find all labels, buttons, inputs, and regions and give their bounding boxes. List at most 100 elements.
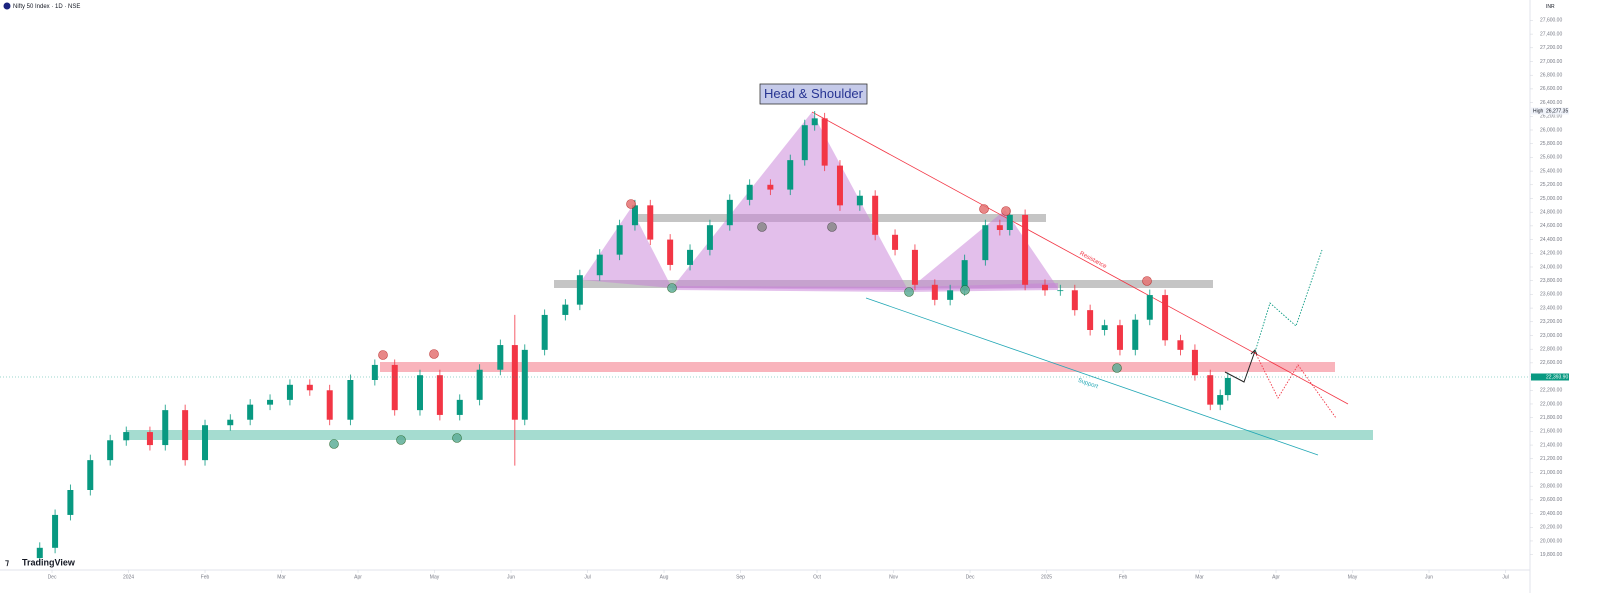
y-tick-label: 24,200.00 <box>1540 251 1562 257</box>
pattern-box <box>759 83 868 105</box>
bottom-markers <box>329 283 1122 449</box>
y-tick-label: 27,200.00 <box>1540 45 1562 51</box>
candle-body <box>1101 325 1108 330</box>
y-tick-label: 24,800.00 <box>1540 210 1562 216</box>
candle-body <box>647 205 654 240</box>
candle-body <box>146 432 153 446</box>
y-tick-label: 27,400.00 <box>1540 31 1562 37</box>
candle-body <box>107 440 114 461</box>
y-tick-label: 20,200.00 <box>1540 525 1562 531</box>
y-tick-label: 24,600.00 <box>1540 223 1562 229</box>
y-tick-label: 26,400.00 <box>1540 100 1562 106</box>
x-tick-label: Jun <box>507 574 515 580</box>
candle-body <box>36 547 43 559</box>
mid-markers <box>757 222 837 232</box>
candle-body <box>541 314 548 350</box>
candle-body <box>1057 290 1064 292</box>
symbol-icon <box>3 2 11 10</box>
high-price: 26,277.35 <box>1546 108 1568 114</box>
resistance-zone <box>380 362 1335 372</box>
candle-body <box>801 125 808 161</box>
high-label: High <box>1533 108 1544 114</box>
x-tick-label: Feb <box>1119 574 1128 580</box>
candle-body <box>371 364 378 380</box>
y-tick-label: 21,400.00 <box>1540 442 1562 448</box>
candle-body <box>52 514 59 548</box>
y-tick-label: 23,400.00 <box>1540 305 1562 311</box>
candle-body <box>836 165 843 206</box>
candle-body <box>1207 375 1214 405</box>
x-tick-label: Apr <box>354 574 362 580</box>
brand-logo: ⁊ <box>5 558 9 567</box>
candle-body <box>123 432 130 441</box>
y-tick-label: 25,600.00 <box>1540 155 1562 161</box>
candle-body <box>511 345 518 420</box>
candle-body <box>227 419 234 426</box>
candle-body <box>202 425 209 461</box>
y-tick-label: 21,000.00 <box>1540 470 1562 476</box>
symbol-title[interactable]: Nifty 50 Index · 1D · NSE <box>13 4 80 10</box>
x-tick-label: Jul <box>1502 574 1508 580</box>
candle-body <box>521 349 528 420</box>
x-tick-label: Jul <box>584 574 590 580</box>
y-tick-label: 25,200.00 <box>1540 182 1562 188</box>
candle-body <box>347 380 354 420</box>
x-tick-label: May <box>430 574 440 580</box>
brand[interactable]: TradingView <box>22 557 76 567</box>
y-tick-label: 23,600.00 <box>1540 292 1562 298</box>
candle-body <box>667 239 674 265</box>
candle-body <box>996 225 1003 230</box>
y-tick-label: 21,200.00 <box>1540 456 1562 462</box>
y-tick-label: 22,800.00 <box>1540 347 1562 353</box>
y-tick-label: 26,200.00 <box>1540 114 1562 120</box>
candle-body <box>821 118 828 166</box>
candle-body <box>892 234 899 250</box>
resistance-label: Resistance <box>1078 251 1108 271</box>
candle-body <box>631 205 638 226</box>
y-tick-label: 22,000.00 <box>1540 401 1562 407</box>
candle-body <box>746 184 753 200</box>
last-price-tag <box>1531 373 1569 381</box>
bull-projection <box>1254 249 1323 353</box>
y-tick-label: 23,200.00 <box>1540 319 1562 325</box>
y-tick-label: 23,800.00 <box>1540 278 1562 284</box>
candle-body <box>872 195 879 235</box>
currency[interactable]: INR <box>1546 4 1555 10</box>
candle-body <box>562 304 569 315</box>
x-tick-label: Feb <box>201 574 210 580</box>
y-tick-label: 19,800.00 <box>1540 552 1562 558</box>
candle-body <box>1041 284 1048 291</box>
left-shoulder <box>582 208 672 288</box>
candle-body <box>416 375 423 411</box>
candle-body <box>1132 319 1139 350</box>
y-tick-label: 27,000.00 <box>1540 59 1562 65</box>
candle-body <box>1217 395 1224 405</box>
candle-body <box>476 369 483 400</box>
head <box>672 112 908 290</box>
candle-body <box>267 399 274 405</box>
x-tick-label: 2024 <box>123 574 134 580</box>
candle-body <box>306 384 313 391</box>
candle-body <box>911 249 918 285</box>
candle-body <box>767 184 774 190</box>
pattern-label: Head & Shoulder <box>764 86 864 101</box>
x-tick-label: Nov <box>889 574 898 580</box>
candle-body <box>87 460 94 490</box>
resistance-line <box>811 111 1349 405</box>
candle-body <box>1162 295 1169 341</box>
last-price-label: 22,393.90 <box>1546 374 1568 380</box>
candle-body <box>1022 214 1029 285</box>
x-tick-label: 2025 <box>1041 574 1052 580</box>
y-tick-label: 27,600.00 <box>1540 18 1562 24</box>
price-axis-bg <box>1530 0 1600 593</box>
y-tick-label: 25,400.00 <box>1540 168 1562 174</box>
y-tick-label: 24,000.00 <box>1540 264 1562 270</box>
candle-body <box>182 410 189 461</box>
candle-body <box>1177 340 1184 350</box>
y-tick-label: 24,400.00 <box>1540 237 1562 243</box>
candle-body <box>456 399 463 415</box>
support-line <box>865 297 1319 456</box>
y-tick-label: 20,000.00 <box>1540 538 1562 544</box>
y-tick-label: 21,600.00 <box>1540 429 1562 435</box>
